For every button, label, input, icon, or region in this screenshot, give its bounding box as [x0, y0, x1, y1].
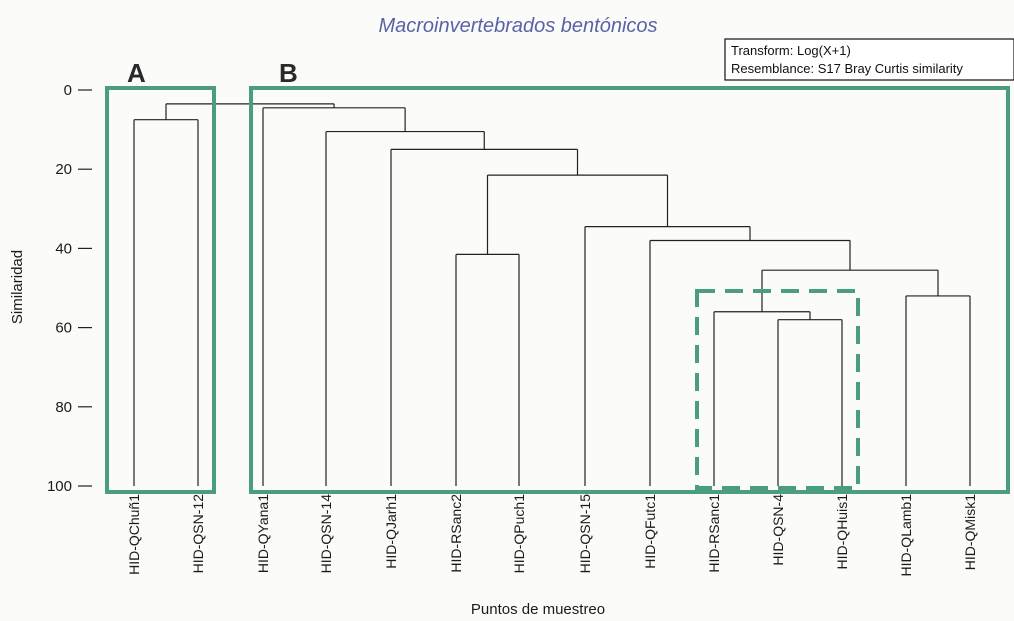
group-label-b: B: [279, 58, 298, 88]
leaf-label: HID-QSN-14: [318, 494, 334, 574]
group-box-a: [105, 86, 216, 494]
dendrogram-tree: [133, 103, 971, 486]
info-box: Transform: Log(X+1) Resemblance: S17 Bra…: [724, 38, 1014, 81]
leaf-label: HID-QMisk1: [962, 494, 978, 570]
y-tick-label: 80: [55, 399, 72, 416]
y-axis: 0 20 40 60 80 100: [47, 82, 92, 495]
leaf-label: HID-QChuñ1: [126, 494, 142, 575]
group-label-a: A: [127, 58, 146, 88]
y-tick-label: 0: [64, 82, 72, 99]
leaf-label: HID-RSanc2: [448, 494, 464, 573]
leaf-label: HID-QSN-4: [770, 494, 786, 566]
group-box-b: [249, 86, 1010, 494]
y-axis-label: Similaridad: [9, 250, 26, 324]
x-axis-label: Puntos de muestreo: [471, 601, 605, 618]
y-tick-label: 40: [55, 240, 72, 257]
leaf-label: HID-QHuis1: [834, 494, 850, 570]
leaf-label: HID-QPuch1: [511, 494, 527, 574]
info-box-frame: [724, 38, 1014, 81]
y-tick-label: 100: [47, 478, 72, 495]
y-tick-label: 20: [55, 161, 72, 178]
leaf-label: HID-QFutc1: [642, 494, 658, 569]
leaf-label: HID-RSanc1: [706, 494, 722, 573]
leaf-labels: HID-QChuñ1 HID-QSN-12 HID-QYana1 HID-QSN-14…: [126, 494, 978, 577]
leaf-label: HID-QLamb1: [898, 494, 914, 577]
chart-title: Macroinvertebrados bentónicos: [378, 15, 657, 37]
leaf-label: HID-QSN-12: [190, 494, 206, 574]
highlight-dashed-box: [695, 288, 860, 490]
resemblance-text: Resemblance: S17 Bray Curtis similarity: [731, 61, 963, 76]
leaf-label: HID-QYana1: [255, 494, 271, 573]
leaf-label: HID-QSN-15: [577, 494, 593, 574]
transform-text: Transform: Log(X+1): [731, 43, 851, 58]
leaf-label: HID-QJarh1: [383, 494, 399, 569]
y-tick-label: 60: [55, 320, 72, 337]
